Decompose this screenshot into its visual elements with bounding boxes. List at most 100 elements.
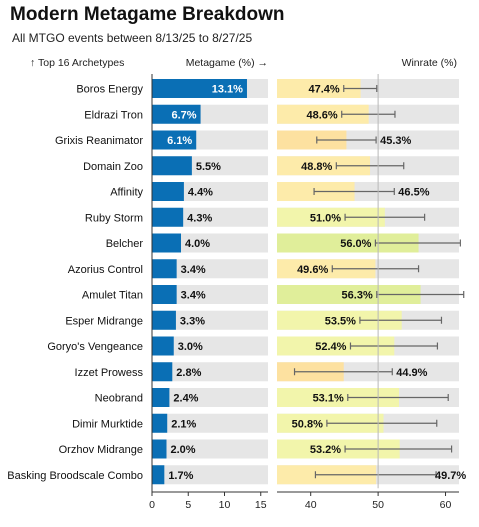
winrate-bar (277, 130, 347, 150)
metagame-value-label: 4.3% (187, 212, 212, 224)
winrate-value-label: 44.9% (396, 367, 427, 379)
archetype-row: Boros Energy 13.1% 47.4% (76, 79, 459, 98)
archetype-label: Basking Broodscale Combo (7, 470, 143, 482)
winrate-value-label: 53.1% (313, 393, 344, 405)
winrate-bar (277, 310, 402, 330)
metagame-value-label: 13.1% (212, 84, 243, 96)
metagame-header: Metagame (%) → (186, 57, 268, 69)
metagame-bar (152, 439, 167, 459)
winrate-value-label: 46.5% (398, 187, 429, 199)
winrate-value-label: 45.3% (380, 135, 411, 147)
metagame-bar-background (152, 336, 268, 356)
archetype-row: Ruby Storm 4.3% 51.0% (85, 207, 459, 227)
winrate-value-label: 53.2% (310, 444, 341, 456)
archetype-label: Ruby Storm (85, 212, 143, 224)
metagame-tick-label: 15 (255, 499, 267, 511)
archetype-label: Izzet Prowess (75, 367, 144, 379)
metagame-value-label: 4.4% (188, 187, 213, 199)
metagame-value-label: 6.7% (171, 109, 196, 121)
winrate-bar (277, 104, 369, 124)
winrate-value-label: 51.0% (310, 212, 341, 224)
metagame-bar-background (152, 285, 268, 304)
archetype-row: Grixis Reanimator 6.1% 45.3% (55, 130, 459, 150)
archetype-row: Dimir Murktide 2.1% 50.8% (72, 413, 459, 433)
archetypes-header: ↑ Top 16 Archetypes (30, 57, 124, 69)
archetype-label: Grixis Reanimator (55, 135, 143, 147)
archetype-label: Dimir Murktide (72, 418, 143, 430)
metagame-bar-background (152, 388, 268, 407)
winrate-bar (277, 285, 421, 304)
archetype-row: Azorius Control 3.4% 49.6% (68, 259, 459, 279)
archetype-label: Neobrand (95, 393, 143, 405)
archetype-label: Belcher (106, 238, 144, 250)
archetype-row: Esper Midrange 3.3% 53.5% (65, 310, 459, 330)
winrate-tick-label: 60 (440, 499, 452, 511)
metagame-bar (152, 310, 176, 330)
winrate-value-label: 48.8% (301, 161, 332, 173)
winrate-value-label: 56.0% (340, 238, 371, 250)
metagame-value-label: 1.7% (168, 470, 193, 482)
metagame-bar (152, 104, 201, 124)
metagame-value-label: 2.4% (173, 393, 198, 405)
archetype-label: Boros Energy (76, 84, 143, 96)
metagame-bar (152, 362, 173, 382)
winrate-bar (277, 233, 419, 253)
winrate-value-label: 53.5% (325, 315, 356, 327)
metagame-bar (152, 388, 170, 407)
winrate-bar (277, 259, 376, 279)
metagame-value-label: 3.3% (180, 315, 205, 327)
metagame-bar (152, 79, 247, 98)
winrate-tick-label: 40 (305, 499, 317, 511)
winrate-bar (277, 388, 400, 407)
archetype-row: Izzet Prowess 2.8% 44.9% (75, 362, 459, 382)
winrate-bar (277, 207, 385, 227)
metagame-bar (152, 156, 192, 176)
metagame-value-label: 3.0% (178, 341, 203, 353)
winrate-header: Winrate (%) (402, 57, 457, 69)
winrate-value-label: 52.4% (315, 341, 346, 353)
chart-subtitle: All MTGO events between 8/13/25 to 8/27/… (12, 31, 253, 45)
archetype-label: Esper Midrange (65, 315, 143, 327)
winrate-bar (277, 439, 400, 459)
metagame-bar-background (152, 439, 268, 459)
metagame-bar-background (152, 362, 268, 382)
metagame-value-label: 3.4% (181, 264, 206, 276)
archetype-label: Eldrazi Tron (84, 109, 143, 121)
metagame-value-label: 5.5% (196, 161, 221, 173)
archetype-row: Neobrand 2.4% 53.1% (95, 388, 459, 407)
metagame-bar (152, 233, 181, 253)
winrate-value-label: 49.7% (435, 470, 466, 482)
metagame-value-label: 6.1% (167, 135, 192, 147)
archetype-label: Goryo's Vengeance (47, 341, 143, 353)
winrate-bar (277, 336, 395, 356)
archetype-label: Domain Zoo (83, 161, 143, 173)
archetype-row: Affinity 4.4% 46.5% (110, 182, 459, 201)
metagame-bar-background (152, 413, 268, 433)
metagame-value-label: 4.0% (185, 238, 210, 250)
metagame-bar-background (152, 259, 268, 279)
metagame-bar (152, 130, 197, 150)
metagame-bar-background (152, 465, 268, 485)
archetype-row: Basking Broodscale Combo 1.7% 49.7% (7, 465, 466, 485)
metagame-value-label: 2.0% (171, 444, 196, 456)
metagame-bar (152, 285, 177, 304)
winrate-value-label: 50.8% (292, 418, 323, 430)
archetype-row: Eldrazi Tron 6.7% 48.6% (84, 104, 459, 124)
winrate-bar (277, 156, 371, 176)
metagame-bar (152, 465, 165, 485)
metagame-bar (152, 182, 184, 201)
archetype-label: Azorius Control (68, 264, 143, 276)
metagame-tick-label: 0 (149, 499, 155, 511)
chart-title: Modern Metagame Breakdown (10, 4, 285, 25)
metagame-tick-label: 5 (185, 499, 191, 511)
winrate-bar (277, 79, 361, 98)
winrate-value-label: 48.6% (307, 109, 338, 121)
archetype-row: Amulet Titan 3.4% 56.3% (82, 285, 465, 304)
winrate-value-label: 56.3% (342, 290, 373, 302)
metagame-bar-background (152, 310, 268, 330)
metagame-value-label: 3.4% (181, 290, 206, 302)
metagame-bar (152, 207, 184, 227)
winrate-value-label: 47.4% (309, 84, 340, 96)
metagame-value-label: 2.8% (176, 367, 201, 379)
